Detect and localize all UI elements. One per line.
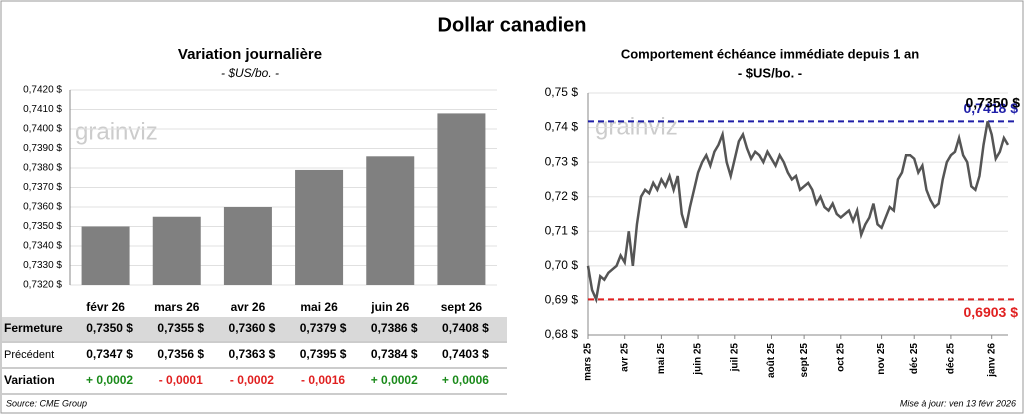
table-cell: 0,7384 $ (371, 347, 418, 361)
x-tick-label: juil 25 (729, 343, 740, 373)
x-tick-label: juin 25 (693, 343, 704, 376)
table-cell: + 0,0002 (371, 373, 418, 387)
table-cell: 0,7355 $ (157, 321, 204, 335)
y-tick-label: 0,74 $ (545, 120, 579, 134)
y-tick-label: 0,7400 $ (23, 124, 62, 135)
watermark: grainviz (595, 113, 678, 140)
x-tick-label: sept 26 (441, 300, 483, 314)
x-tick-label: nov 25 (876, 343, 887, 375)
y-tick-label: 0,7320 $ (23, 280, 62, 291)
y-tick-label: 0,72 $ (545, 189, 579, 203)
y-tick-label: 0,7340 $ (23, 241, 62, 252)
x-tick-label: déc 25 (946, 343, 957, 375)
x-tick-label: août 25 (766, 343, 777, 378)
y-tick-label: 0,7380 $ (23, 163, 62, 174)
bar (366, 156, 415, 285)
bar (437, 113, 486, 286)
y-tick-label: 0,7370 $ (23, 182, 62, 193)
line-subtitle: - $US/bo. - (738, 65, 802, 80)
table-cell: 0,7408 $ (442, 321, 489, 335)
watermark: grainviz (75, 118, 158, 145)
y-tick-label: 0,68 $ (545, 327, 579, 341)
bar-subtitle: - $US/bo. - (221, 66, 279, 80)
source: Source: CME Group (6, 398, 87, 408)
y-tick-label: 0,7390 $ (23, 143, 62, 154)
x-tick-label: mai 26 (300, 300, 338, 314)
table-cell: 0,7363 $ (229, 347, 276, 361)
table-cell: 0,7350 $ (86, 321, 133, 335)
x-tick-label: mars 26 (154, 300, 200, 314)
x-tick-label: janv 26 (986, 343, 997, 378)
table-cell: 0,7356 $ (157, 347, 204, 361)
table-cell: + 0,0006 (442, 373, 489, 387)
y-tick-label: 0,70 $ (545, 258, 579, 272)
y-tick-label: 0,73 $ (545, 154, 579, 168)
y-tick-label: 0,7410 $ (23, 104, 62, 115)
table-cell: 0,7360 $ (229, 321, 276, 335)
x-tick-label: oct 25 (835, 343, 846, 372)
y-tick-label: 0,7420 $ (23, 85, 62, 96)
updated: Mise à jour: ven 13 févr 2026 (900, 398, 1016, 408)
table-cell: + 0,0002 (86, 373, 133, 387)
y-tick-label: 0,7360 $ (23, 202, 62, 213)
x-tick-label: févr 26 (86, 300, 125, 314)
row-label: Fermeture (4, 321, 63, 335)
table-cell: 0,7395 $ (300, 347, 347, 361)
x-tick-label: avr 25 (619, 343, 630, 372)
y-tick-label: 0,69 $ (545, 293, 579, 307)
y-tick-label: 0,7350 $ (23, 221, 62, 232)
line-title: Comportement échéance immédiate depuis 1… (621, 46, 919, 61)
x-tick-label: sept 25 (799, 343, 810, 378)
table-cell: 0,7379 $ (300, 321, 347, 335)
table-cell: - 0,0001 (159, 373, 203, 387)
x-tick-label: avr 26 (231, 300, 266, 314)
table-cell: 0,7386 $ (371, 321, 418, 335)
last-value-label: 0,7350 $ (966, 95, 1021, 111)
x-tick-label: juin 26 (370, 300, 409, 314)
y-tick-label: 0,75 $ (545, 85, 579, 99)
y-tick-label: 0,71 $ (545, 223, 579, 237)
y-tick-label: 0,7330 $ (23, 260, 62, 271)
table-cell: 0,7347 $ (86, 347, 133, 361)
x-tick-label: mars 25 (583, 343, 594, 381)
table-cell: 0,7403 $ (442, 347, 489, 361)
row-label: Variation (4, 373, 55, 387)
bar (152, 216, 201, 285)
bar (295, 169, 344, 285)
page-title: Dollar canadien (438, 14, 587, 36)
x-tick-label: déc 25 (909, 343, 920, 375)
bar-title: Variation journalière (178, 46, 322, 63)
x-tick-label: mai 25 (656, 343, 667, 375)
table-cell: - 0,0002 (230, 373, 274, 387)
table-cell: - 0,0016 (301, 373, 345, 387)
bar (223, 207, 272, 285)
reference-label: 0,6903 $ (964, 304, 1019, 320)
bar (81, 226, 130, 285)
row-label: Précédent (4, 349, 54, 361)
reference-label: 0,7418 $ (964, 100, 1019, 116)
price-line (586, 120, 1010, 304)
row-background (2, 317, 507, 341)
